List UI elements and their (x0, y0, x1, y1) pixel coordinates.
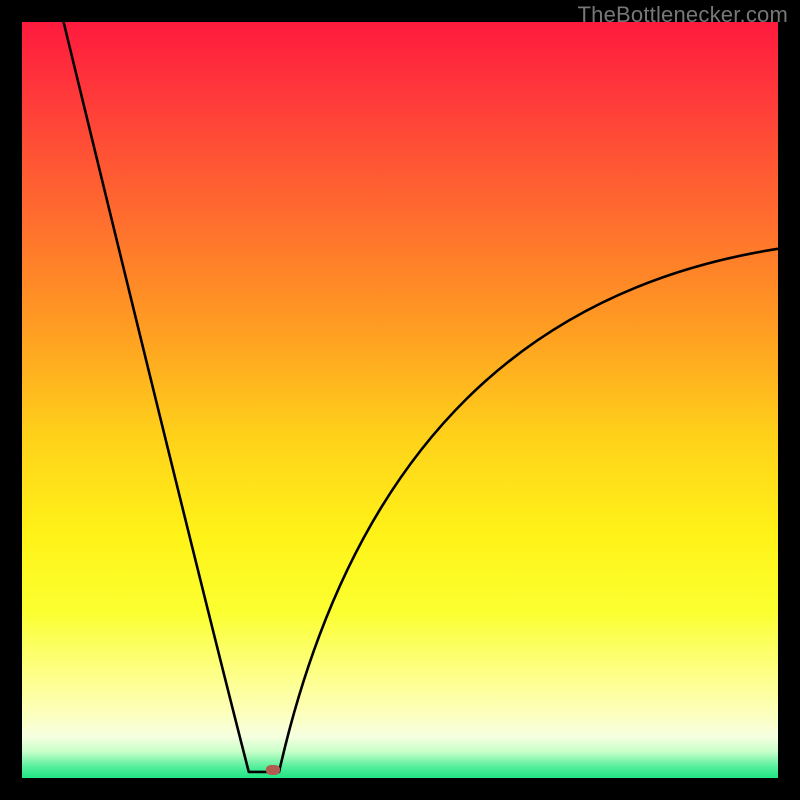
watermark-text: TheBottlenecker.com (578, 2, 788, 28)
gradient-bg (22, 22, 778, 778)
bottleneck-curve (22, 22, 778, 778)
plot-area (22, 22, 778, 778)
optimal-point-marker (266, 765, 280, 775)
